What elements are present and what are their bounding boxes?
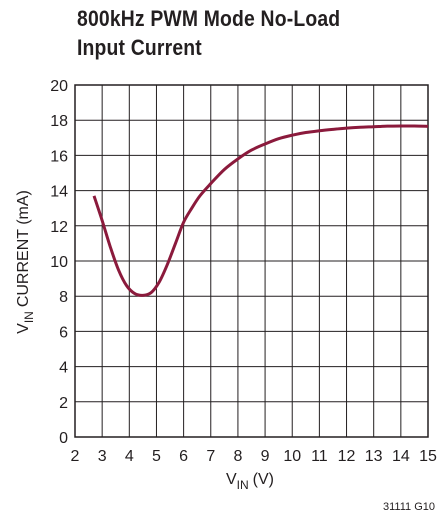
y-tick-label: 12 [50,219,68,236]
x-axis-title-unit: (V) [253,471,274,488]
x-tick-label: 2 [71,448,80,465]
x-tick-label: 13 [365,448,383,465]
y-axis-title: VIN CURRENT (mA) [15,190,36,334]
chart-title: 800kHz PWM Mode No-Load Input Current [77,6,341,60]
y-tick-label: 10 [50,254,68,271]
figure-reference: 31111 G10 [383,501,435,513]
y-tick-label: 18 [50,113,68,130]
y-axis-title-sub: IN [22,311,36,323]
y-tick-label: 6 [59,324,68,341]
x-tick-label: 8 [233,448,242,465]
y-axis-title-main: V [15,323,32,334]
x-axis-title: VIN (V) [226,471,274,492]
y-tick-label: 14 [50,184,68,201]
series-line [92,124,429,297]
x-tick-label: 5 [152,448,161,465]
x-axis-title-sub: IN [237,478,249,492]
x-tick-label: 9 [261,448,270,465]
x-tick-label: 3 [98,448,107,465]
x-tick-label: 14 [392,448,410,465]
x-tick-label: 11 [311,448,328,465]
x-tick-label: 12 [338,448,356,465]
x-tick-label: 4 [125,448,134,465]
y-tick-label: 4 [59,360,68,377]
y-tick-label: 8 [59,289,68,306]
chart-grid [74,84,429,438]
y-axis-title-rest: CURRENT (mA) [15,190,32,307]
y-tick-label: 2 [59,395,68,412]
y-tick-label: 16 [50,148,68,165]
y-tick-labels: 0 2 4 6 8 10 12 14 16 18 20 [50,78,68,447]
y-tick-label: 20 [50,78,68,95]
plot-frame [74,84,429,438]
x-tick-label: 7 [206,448,215,465]
x-axis-title-main: V [226,471,237,488]
y-tick-label: 0 [59,430,68,447]
x-tick-labels: 2 3 4 5 6 7 8 9 10 11 12 13 14 15 [71,448,437,465]
chart-series-layer [92,124,429,297]
x-tick-label: 6 [179,448,188,465]
x-tick-label: 10 [283,448,301,465]
x-tick-label: 15 [419,448,437,465]
